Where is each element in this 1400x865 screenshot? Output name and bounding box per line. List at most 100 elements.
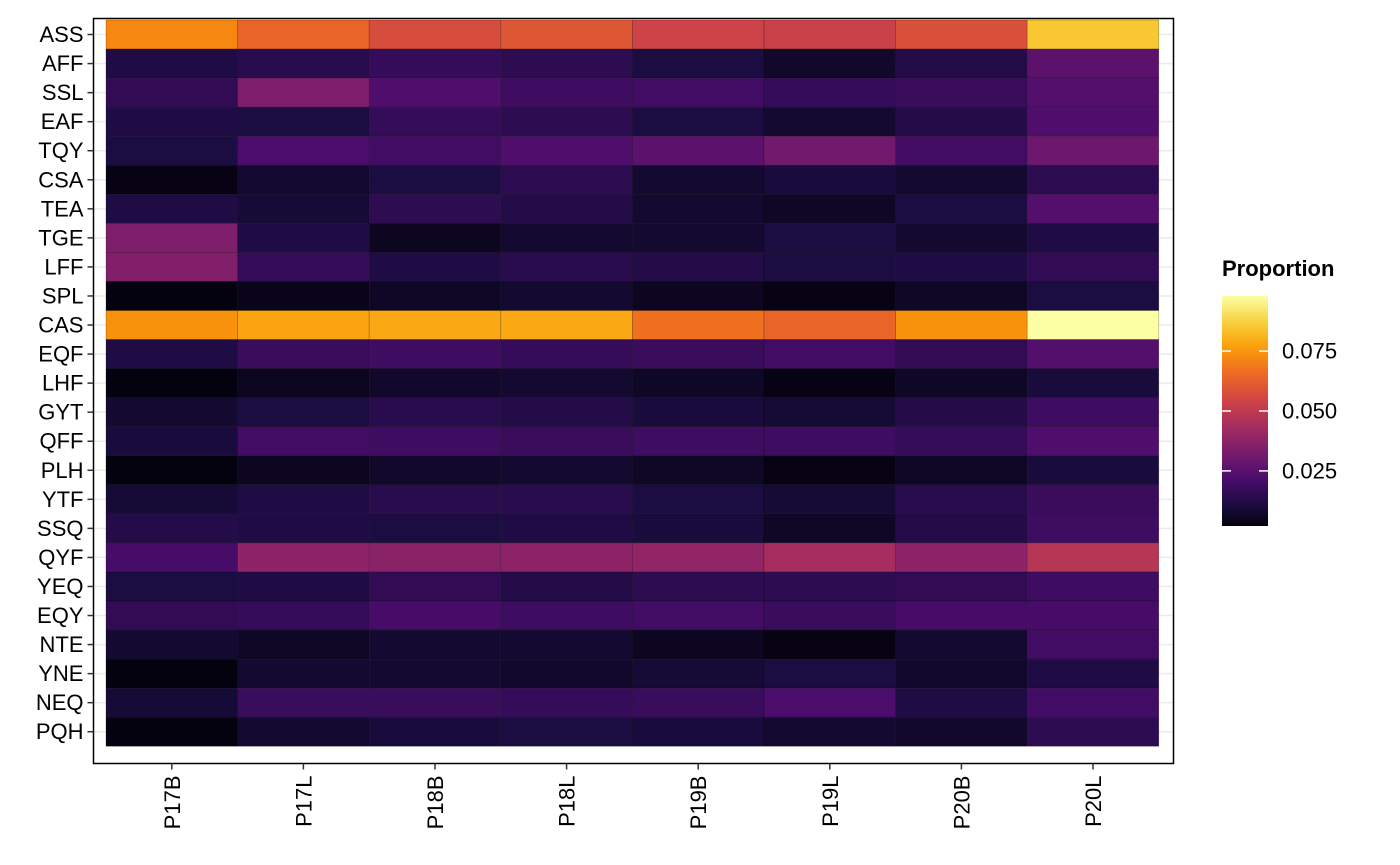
heatmap-cell-NTE-P20B: NTE / P20B: 0.008 — [895, 629, 1028, 660]
y-tick-label-EAF: EAF — [41, 109, 84, 134]
heatmap-cell-EQF-P18B: EQF / P18B: 0.019 — [368, 339, 502, 369]
heatmap-cell-CSA-P17B: CSA / P17B: 0.003 — [105, 164, 238, 195]
heatmap-cell-YTF-P20B: YTF / P20B: 0.014 — [895, 484, 1028, 515]
heatmap-cell-TEA-P20L: TEA / P20L: 0.024 — [1026, 194, 1160, 224]
heatmap-cell-TQY-P19B: TQY / P19B: 0.026 — [632, 135, 765, 166]
y-tick-label-NEQ: NEQ — [36, 690, 84, 715]
heatmap-cell-TQY-P19L: TQY / P19L: 0.031 — [763, 135, 896, 166]
heatmap-cell-EQY-P20B: EQY / P20B: 0.021 — [895, 600, 1028, 631]
heatmap-cell-EAF-P17B: EAF / P17B: 0.012 — [105, 106, 238, 137]
y-tick-label-PQH: PQH — [36, 719, 84, 744]
heatmap-cell-NTE-P17B: NTE / P17B: 0.008 — [105, 629, 238, 660]
heatmap-cell-TEA-P20B: TEA / P20B: 0.011 — [895, 194, 1028, 224]
heatmap-cell-TGE-P20B: TGE / P20B: 0.008 — [895, 223, 1028, 253]
heatmap-cell-SPL-P20L: SPL / P20L: 0.011 — [1026, 281, 1160, 311]
heatmap-cell-SSL-P18B: SSL / P18B: 0.023 — [368, 77, 502, 108]
heatmap-cell-YTF-P17B: YTF / P17B: 0.009 — [105, 484, 238, 515]
heatmap-cell-EQY-P17L: EQY / P17L: 0.017 — [237, 600, 370, 631]
heatmap-cell-YEQ-P20B: YEQ / P20B: 0.016 — [895, 571, 1028, 602]
heatmap-cells: ASS / P17B: 0.072ASS / P17L: 0.064ASS / … — [105, 19, 1160, 747]
heatmap-cell-CAS-P19L: CAS / P19L: 0.064 — [763, 310, 896, 340]
heatmap-cell-SSQ-P19L: SSQ / P19L: 0.006 — [763, 513, 896, 544]
heatmap-cell-NEQ-P19L: NEQ / P19L: 0.022 — [763, 687, 896, 718]
heatmap-cell-AFF-P19L: AFF / P19L: 0.007 — [763, 48, 896, 79]
heatmap-cell-PLH-P19B: PLH / P19B: 0.006 — [632, 455, 765, 486]
heatmap-cell-NTE-P20L: NTE / P20L: 0.02 — [1026, 629, 1160, 660]
heatmap-cell-LFF-P18L: LFF / P18L: 0.014 — [500, 252, 633, 282]
heatmap-cell-YEQ-P20L: YEQ / P20L: 0.019 — [1026, 571, 1160, 602]
heatmap-cell-AFF-P20B: AFF / P20B: 0.013 — [895, 48, 1028, 79]
heatmap-cell-SSQ-P17L: SSQ / P17L: 0.012 — [237, 513, 370, 544]
heatmap-cell-GYT-P18L: GYT / P18L: 0.013 — [500, 397, 633, 427]
heatmap-cell-YEQ-P19B: YEQ / P19B: 0.015 — [632, 571, 765, 602]
heatmap-cell-PQH-P19B: PQH / P19B: 0.01 — [632, 716, 765, 747]
heatmap-cell-SSL-P17L: SSL / P17L: 0.034 — [237, 77, 370, 108]
y-tick-label-TQY: TQY — [38, 138, 84, 163]
heatmap-cell-QYF-P18B: QYF / P18B: 0.037 — [368, 542, 502, 573]
heatmap-cell-SSQ-P20B: SSQ / P20B: 0.013 — [895, 513, 1028, 544]
heatmap-cell-TQY-P18L: TQY / P18L: 0.023 — [500, 135, 633, 166]
heatmap-cell-NEQ-P19B: NEQ / P19B: 0.018 — [632, 687, 765, 718]
y-tick-label-QYF: QYF — [38, 545, 83, 570]
heatmap-cell-TEA-P18B: TEA / P18B: 0.015 — [368, 194, 502, 224]
x-tick-label-P19L: P19L — [818, 776, 843, 827]
heatmap-cell-TGE-P19B: TGE / P19B: 0.008 — [632, 223, 765, 253]
heatmap-cell-QFF-P17L: QFF / P17L: 0.02 — [237, 426, 370, 457]
heatmap-cell-ASS-P20L: ASS / P20L: 0.085 — [1026, 19, 1160, 50]
heatmap-cell-PLH-P18B: PLH / P18B: 0.007 — [368, 455, 502, 486]
heatmap-cell-YNE-P20B: YNE / P20B: 0.007 — [895, 658, 1028, 689]
heatmap-cell-EQY-P18B: EQY / P18B: 0.021 — [368, 600, 502, 631]
y-tick-label-GYT: GYT — [38, 400, 83, 425]
heatmap-cell-AFF-P20L: AFF / P20L: 0.026 — [1026, 48, 1160, 79]
heatmap-cell-SPL-P19L: SPL / P19L: 0.003 — [763, 281, 896, 311]
heatmap-cell-SSL-P18L: SSL / P18L: 0.019 — [500, 77, 633, 108]
heatmap-cell-QYF-P20L: QYF / P20L: 0.048 — [1026, 542, 1160, 573]
heatmap-cell-SPL-P18L: SPL / P18L: 0.008 — [500, 281, 633, 311]
heatmap-cell-EAF-P19L: EAF / P19L: 0.008 — [763, 106, 896, 137]
heatmap-cell-CAS-P18L: CAS / P18L: 0.079 — [500, 310, 633, 340]
x-tick-label-P20L: P20L — [1081, 776, 1106, 827]
heatmap-cell-CAS-P18B: CAS / P18B: 0.079 — [368, 310, 502, 340]
y-tick-label-YTF: YTF — [42, 487, 84, 512]
y-tick-label-TEA: TEA — [41, 196, 84, 221]
panel-border — [92, 17, 1175, 765]
heatmap-cell-YNE-P18L: YNE / P18L: 0.007 — [500, 658, 633, 689]
heatmap-cell-TEA-P17L: TEA / P17L: 0.009 — [237, 194, 370, 224]
heatmap-cell-LHF-P20B: LHF / P20B: 0.006 — [895, 368, 1028, 398]
heatmap-cell-TGE-P17B: TGE / P17B: 0.034 — [105, 223, 238, 253]
heatmap-cell-EAF-P18B: EAF / P18B: 0.017 — [368, 106, 502, 137]
heatmap-cell-PLH-P17B: PLH / P17B: 0.002 — [105, 455, 238, 486]
heatmap-cell-CAS-P20L: CAS / P20L: 0.098 — [1026, 310, 1160, 340]
heatmap-cell-CAS-P20B: CAS / P20B: 0.074 — [895, 310, 1028, 340]
heatmap-cell-EQF-P20L: EQF / P20L: 0.024 — [1026, 339, 1160, 369]
legend-tick-label: 0.075 — [1282, 339, 1337, 364]
heatmap-cell-NTE-P17L: NTE / P17L: 0.006 — [237, 629, 370, 660]
y-tick-label-NTE: NTE — [40, 632, 84, 657]
heatmap-cell-SSL-P19B: SSL / P19B: 0.02 — [632, 77, 765, 108]
heatmap-cell-QFF-P20B: QFF / P20B: 0.017 — [895, 426, 1028, 457]
legend-title: Proportion — [1222, 256, 1334, 281]
heatmap-cell-CSA-P18L: CSA / P18L: 0.015 — [500, 164, 633, 195]
heatmap-cell-TQY-P20B: TQY / P20B: 0.02 — [895, 135, 1028, 166]
heatmap-cell-YTF-P19L: YTF / P19L: 0.009 — [763, 484, 896, 515]
heatmap-cell-SPL-P20B: SPL / P20B: 0.006 — [895, 281, 1028, 311]
heatmap-cell-CSA-P18B: CSA / P18B: 0.011 — [368, 164, 502, 195]
heatmap-cell-YTF-P19B: YTF / P19B: 0.011 — [632, 484, 765, 515]
heatmap-cell-TQY-P18B: TQY / P18B: 0.02 — [368, 135, 502, 166]
heatmap-cell-PQH-P18L: PQH / P18L: 0.011 — [500, 716, 633, 747]
heatmap-cell-LHF-P19L: LHF / P19L: 0.003 — [763, 368, 896, 398]
y-tick-label-EQY: EQY — [37, 603, 84, 628]
heatmap-cell-YNE-P17L: YNE / P17L: 0.008 — [237, 658, 370, 689]
heatmap-cell-QFF-P19B: QFF / P19B: 0.019 — [632, 426, 765, 457]
heatmap-cell-YEQ-P19L: YEQ / P19L: 0.015 — [763, 571, 896, 602]
heatmap-cell-YNE-P19B: YNE / P19B: 0.009 — [632, 658, 765, 689]
heatmap-cell-SSQ-P20L: SSQ / P20L: 0.019 — [1026, 513, 1160, 544]
y-tick-label-LFF: LFF — [44, 254, 83, 279]
heatmap-cell-LHF-P17B: LHF / P17B: 0.002 — [105, 368, 238, 398]
heatmap-cell-EQF-P18L: EQF / P18L: 0.017 — [500, 339, 633, 369]
heatmap-cell-GYT-P17B: GYT / P17B: 0.008 — [105, 397, 238, 427]
heatmap-cell-LHF-P18B: LHF / P18B: 0.007 — [368, 368, 502, 398]
heatmap-cell-PLH-P18L: PLH / P18L: 0.008 — [500, 455, 633, 486]
heatmap-cell-AFF-P17L: AFF / P17L: 0.014 — [237, 48, 370, 79]
